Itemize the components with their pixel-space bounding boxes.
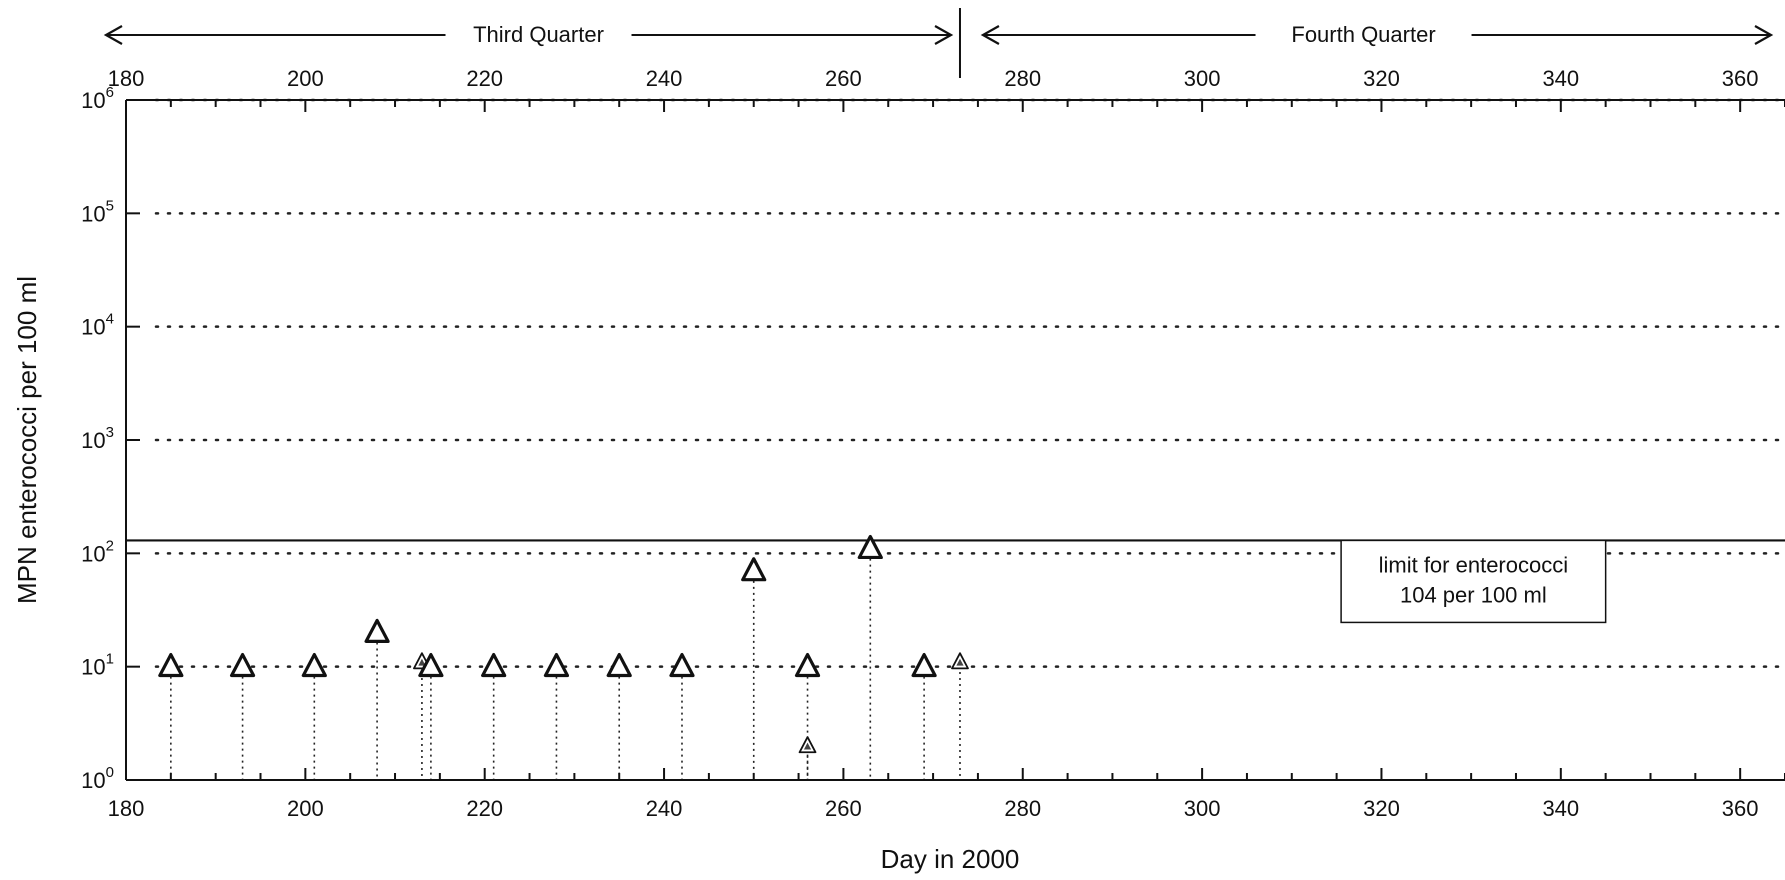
y-tick-label: 100 xyxy=(81,764,114,793)
x-tick-label-top: 240 xyxy=(646,66,683,91)
data-point-marker xyxy=(911,652,937,678)
y-tick-label: 103 xyxy=(81,424,114,453)
data-point-marker xyxy=(669,652,695,678)
x-tick-label-bottom: 360 xyxy=(1722,796,1759,821)
x-axis-title: Day in 2000 xyxy=(881,844,1020,874)
tick-labels: 180 180 200 200 220 220 240 240 260 260 280 280 300 3… xyxy=(81,66,1758,821)
data-point-marker xyxy=(543,652,570,678)
limit-annotation: limit for enterococci 104 per 100 ml xyxy=(126,539,1785,624)
data-point-marker xyxy=(857,534,883,560)
data-point-marker xyxy=(481,652,507,678)
x-tick-label-top: 300 xyxy=(1184,66,1221,91)
data-point-marker xyxy=(229,652,256,678)
data-point-marker xyxy=(364,618,390,643)
limit-label-line1: limit for enterococci xyxy=(1379,552,1569,577)
arrow-head xyxy=(980,25,1000,45)
limit-label-line2: 104 per 100 ml xyxy=(1400,582,1547,607)
x-tick-label-bottom: 220 xyxy=(466,796,503,821)
x-tick-label-bottom: 180 xyxy=(108,796,145,821)
quarter-annotations: Third Quarter Fourth Quarter xyxy=(103,8,1774,78)
x-tick-label-top: 260 xyxy=(825,66,862,91)
y-axis-title: MPN enterococci per 100 ml xyxy=(12,276,42,604)
data-point-marker xyxy=(158,652,184,678)
y-tick-label: 104 xyxy=(81,311,114,340)
data-point-marker xyxy=(741,557,767,582)
arrow-head xyxy=(103,25,123,45)
x-tick-label-bottom: 200 xyxy=(287,796,324,821)
y-tick-label: 105 xyxy=(81,197,114,226)
x-tick-label-bottom: 320 xyxy=(1363,796,1400,821)
arrow-head xyxy=(934,25,954,45)
data-point-marker xyxy=(794,652,821,678)
data-point-marker xyxy=(606,652,632,678)
x-tick-label-top: 180 xyxy=(108,66,145,91)
x-tick-label-bottom: 300 xyxy=(1184,796,1221,821)
x-tick-label-top: 360 xyxy=(1722,66,1759,91)
x-tick-label-bottom: 240 xyxy=(646,796,683,821)
data-point-inner xyxy=(956,658,964,666)
x-tick-label-bottom: 260 xyxy=(825,796,862,821)
data-point-marker xyxy=(301,652,327,678)
data-points xyxy=(158,534,969,754)
data-point-inner xyxy=(803,742,812,750)
drop-lines xyxy=(170,558,961,780)
x-tick-label-top: 320 xyxy=(1363,66,1400,91)
quarter-label: Third Quarter xyxy=(473,22,604,47)
x-tick-label-bottom: 340 xyxy=(1542,796,1579,821)
quarter-label: Fourth Quarter xyxy=(1291,22,1435,47)
x-tick-label-top: 280 xyxy=(1004,66,1041,91)
y-tick-label: 101 xyxy=(81,651,114,680)
x-tick-label-top: 200 xyxy=(287,66,324,91)
x-tick-label-top: 220 xyxy=(466,66,503,91)
y-tick-label: 106 xyxy=(81,84,114,113)
data-point-inner xyxy=(418,658,426,666)
limit-label-box xyxy=(1340,539,1607,624)
x-tick-label-bottom: 280 xyxy=(1004,796,1041,821)
x-tick-label-top: 340 xyxy=(1542,66,1579,91)
y-tick-label: 102 xyxy=(81,537,114,566)
tick-marks xyxy=(125,99,1785,781)
arrow-head xyxy=(1754,25,1774,45)
data-point-marker xyxy=(418,652,444,678)
